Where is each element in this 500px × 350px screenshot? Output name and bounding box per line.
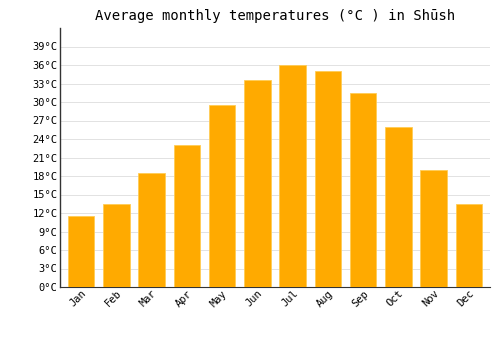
Bar [103, 204, 130, 287]
Bar [209, 105, 236, 287]
Bar [385, 127, 411, 287]
Bar [244, 80, 270, 287]
Title: Average monthly temperatures (°C ) in Shūsh: Average monthly temperatures (°C ) in Sh… [95, 9, 455, 23]
Bar [350, 93, 376, 287]
Bar [314, 71, 341, 287]
Bar [138, 173, 165, 287]
Bar [280, 65, 306, 287]
Bar [174, 145, 200, 287]
Bar [420, 170, 447, 287]
Bar [456, 204, 482, 287]
Bar [68, 216, 94, 287]
